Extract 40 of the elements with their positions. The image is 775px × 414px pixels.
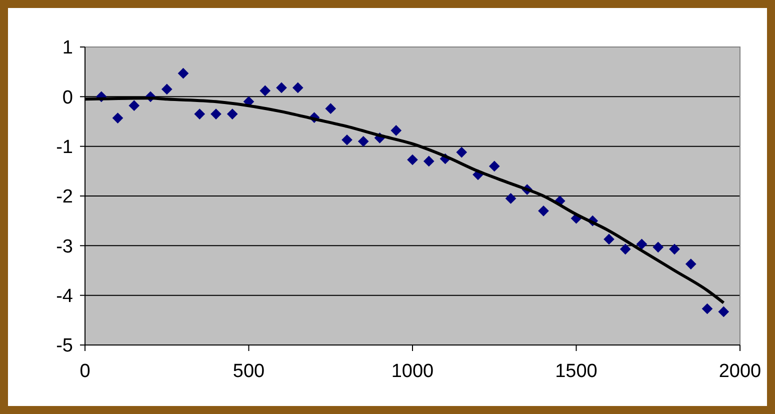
point [718, 306, 730, 318]
point [538, 205, 549, 216]
point [669, 244, 680, 255]
point [407, 154, 418, 166]
point [292, 82, 304, 94]
point [636, 238, 648, 250]
point [210, 108, 222, 120]
y-tick-label: -4 [56, 286, 74, 307]
point [325, 103, 336, 114]
point [652, 242, 664, 253]
x-tick-label: 0 [80, 361, 90, 382]
x-tick-label: 1000 [391, 361, 434, 382]
y-tick-label: 1 [62, 38, 73, 59]
y-tick-label: -3 [56, 236, 73, 258]
point [226, 108, 238, 120]
point [358, 136, 369, 147]
point [505, 193, 516, 204]
point [604, 234, 614, 245]
x-tick-label: 2000 [718, 361, 762, 382]
point [128, 100, 140, 112]
point [620, 244, 631, 255]
y-tick-label: -1 [56, 136, 73, 158]
point [342, 134, 352, 146]
point [161, 84, 172, 95]
point [488, 160, 500, 172]
point [178, 68, 189, 79]
y-tick-label: -2 [56, 186, 73, 208]
point [456, 146, 468, 158]
point [423, 156, 434, 167]
point [194, 108, 206, 120]
point [112, 112, 124, 124]
x-tick-label: 500 [232, 361, 265, 382]
y-tick-label: -5 [56, 336, 73, 357]
point [390, 125, 402, 136]
point [260, 85, 271, 96]
point [685, 258, 696, 270]
point [702, 303, 713, 314]
y-tick-label: 0 [62, 87, 73, 108]
x-tick-label: 1500 [555, 361, 598, 382]
point [276, 82, 287, 94]
